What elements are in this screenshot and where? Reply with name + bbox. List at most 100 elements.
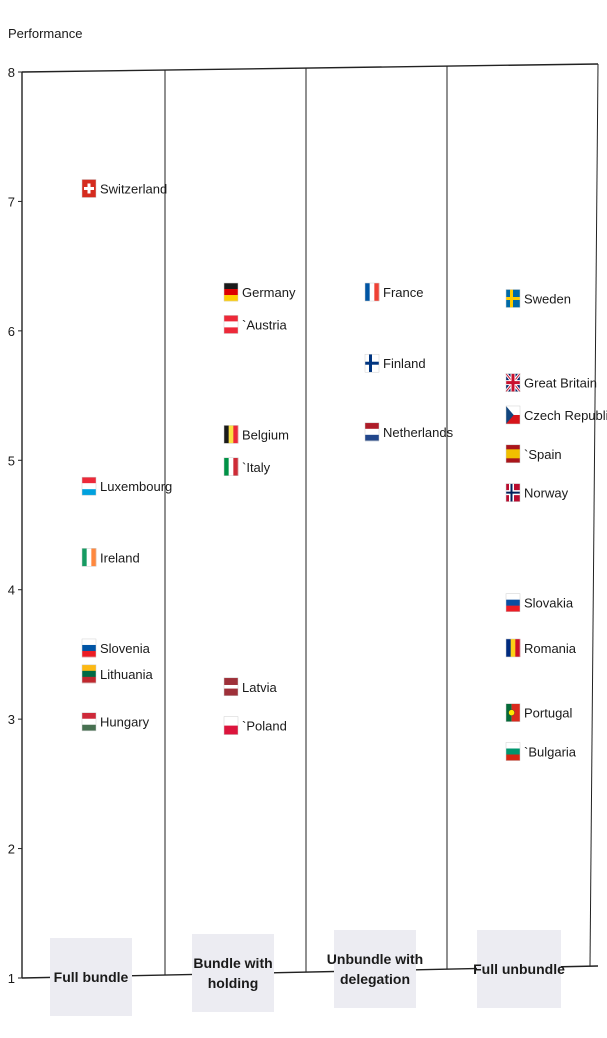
y-tick-label: 5 <box>8 453 15 468</box>
germany-flag-icon <box>223 282 239 302</box>
point-label: Latvia <box>242 680 277 695</box>
point-austria: `Austria <box>223 315 288 334</box>
category-label: Full unbundle <box>473 961 565 977</box>
point-label: Luxembourg <box>100 479 172 494</box>
category-full-bundle: Full bundle <box>50 938 132 1016</box>
point-label: Germany <box>242 285 296 300</box>
y-tick-label: 6 <box>8 324 15 339</box>
country-points: Switzerland Luxembourg Ireland Slovenia Lith… <box>81 179 607 761</box>
y-tick-label: 3 <box>8 712 15 727</box>
hungary-flag-icon <box>81 712 97 732</box>
point-label: Portugal <box>524 706 573 721</box>
point-label: Finland <box>383 356 426 371</box>
point-lithuania: Lithuania <box>81 664 154 684</box>
point-czech-republic: Czech Republic <box>505 405 607 425</box>
france-flag-icon <box>364 282 380 302</box>
point-latvia: Latvia <box>223 677 277 697</box>
ireland-flag-icon <box>81 548 97 567</box>
point-france: France <box>364 282 423 302</box>
y-tick-label: 2 <box>8 842 15 857</box>
point-slovakia: Slovakia <box>505 593 574 612</box>
category-label: Unbundle with <box>327 951 423 967</box>
y-tick-label: 7 <box>8 194 15 209</box>
point-label: Lithuania <box>100 667 154 682</box>
poland-flag-icon <box>223 716 239 735</box>
point-label: Czech Republic <box>524 408 607 423</box>
point-italy: `Italy <box>223 457 271 477</box>
category-label: Bundle with <box>193 955 272 971</box>
point-netherlands: Netherlands <box>364 422 454 442</box>
point-label: Switzerland <box>100 181 167 196</box>
point-label: `Bulgaria <box>524 745 577 760</box>
category-label-box <box>334 930 416 1008</box>
point-great-britain: Great Britain <box>504 372 597 393</box>
y-axis: 1 2 3 4 5 6 7 8 <box>8 65 23 986</box>
y-tick-label: 8 <box>8 65 15 80</box>
switzerland-flag-icon <box>81 179 97 198</box>
column-unbundle-with-delegation: France Finland Netherlands <box>364 282 454 442</box>
point-hungary: Hungary <box>81 712 150 732</box>
category-label: holding <box>208 975 259 991</box>
sweden-flag-icon <box>505 289 521 308</box>
point-label: `Poland <box>242 719 287 734</box>
column-full-bundle: Switzerland Luxembourg Ireland Slovenia Lith… <box>81 179 172 732</box>
luxembourg-flag-icon <box>81 476 97 496</box>
category-bundle-with-holding: Bundle with holding <box>192 934 274 1012</box>
point-label: `Spain <box>524 447 562 462</box>
point-portugal: Portugal <box>505 703 573 722</box>
point-belgium: Belgium <box>223 425 289 444</box>
point-slovenia: Slovenia <box>81 638 151 658</box>
latvia-flag-icon <box>223 677 239 697</box>
point-label: Sweden <box>524 292 571 307</box>
point-germany: Germany <box>223 282 296 302</box>
point-label: Great Britain <box>524 376 597 391</box>
spain-flag-icon <box>505 444 521 464</box>
column-full-unbundle: Sweden Great Britain Czech Republic `Spain N… <box>504 289 607 761</box>
point-switzerland: Switzerland <box>81 179 167 198</box>
category-label-box <box>50 938 132 1016</box>
point-finland: Finland <box>364 353 426 373</box>
point-label: Ireland <box>100 550 140 565</box>
point-label: `Austria <box>242 317 288 332</box>
category-label-box <box>477 930 561 1008</box>
point-label: Norway <box>524 486 569 501</box>
point-label: Slovakia <box>524 596 574 611</box>
finland-flag-icon <box>364 353 380 373</box>
chart-frame <box>21 63 599 979</box>
point-luxembourg: Luxembourg <box>81 476 172 496</box>
category-full-unbundle: Full unbundle <box>473 930 565 1008</box>
point-romania: Romania <box>505 638 577 658</box>
italy-flag-icon <box>223 457 239 477</box>
slovakia-flag-icon <box>505 593 521 612</box>
point-poland: `Poland <box>223 716 287 735</box>
netherlands-flag-icon <box>364 422 380 442</box>
point-label: Netherlands <box>383 425 454 440</box>
category-label-box <box>192 934 274 1012</box>
austria-flag-icon <box>223 315 239 334</box>
point-ireland: Ireland <box>81 548 140 567</box>
norway-flag-icon <box>505 483 521 502</box>
point-bulgaria: `Bulgaria <box>505 742 577 761</box>
top-border <box>21 63 599 73</box>
point-label: Slovenia <box>100 641 151 656</box>
category-label: delegation <box>340 971 410 987</box>
column-bundle-with-holding: Germany `Austria Belgium `Italy Latvia `Polan… <box>223 282 296 735</box>
column-divider <box>589 63 599 967</box>
portugal-flag-icon <box>505 703 521 722</box>
y-tick-label: 4 <box>8 583 15 598</box>
point-spain: `Spain <box>505 444 562 464</box>
point-label: Belgium <box>242 427 289 442</box>
slovenia-flag-icon <box>81 638 97 658</box>
point-label: `Italy <box>242 460 271 475</box>
point-norway: Norway <box>505 483 569 502</box>
bulgaria-flag-icon <box>505 742 521 761</box>
point-label: Romania <box>524 641 577 656</box>
point-label: Hungary <box>100 715 150 730</box>
point-sweden: Sweden <box>505 289 571 308</box>
y-axis-label: Performance <box>8 26 82 41</box>
lithuania-flag-icon <box>81 664 97 684</box>
y-tick-label: 1 <box>8 971 15 986</box>
category-unbundle-with-delegation: Unbundle with delegation <box>327 930 423 1008</box>
romania-flag-icon <box>505 638 521 658</box>
